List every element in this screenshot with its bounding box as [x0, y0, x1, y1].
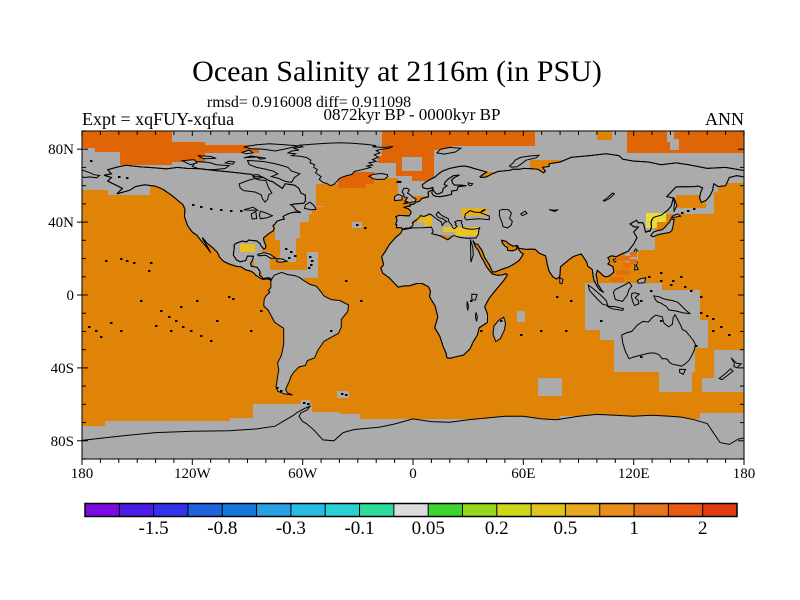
- svg-text:180: 180: [71, 466, 94, 482]
- svg-text:40N: 40N: [48, 215, 74, 231]
- svg-text:Expt = xqFUY-xqfua: Expt = xqFUY-xqfua: [82, 109, 234, 129]
- svg-text:40S: 40S: [51, 361, 74, 377]
- svg-text:120E: 120E: [618, 466, 650, 482]
- svg-text:0.5: 0.5: [554, 518, 578, 539]
- svg-text:80S: 80S: [51, 434, 74, 450]
- svg-text:0.2: 0.2: [485, 518, 509, 539]
- svg-text:Ocean Salinity at 2116m (in PS: Ocean Salinity at 2116m (in PSU): [192, 55, 602, 88]
- svg-text:rmsd= 0.916008 diff= 0.911098: rmsd= 0.916008 diff= 0.911098: [207, 94, 411, 111]
- svg-text:-0.1: -0.1: [344, 518, 374, 539]
- svg-text:0: 0: [67, 288, 75, 304]
- svg-text:180: 180: [733, 466, 756, 482]
- svg-text:0872kyr BP - 0000kyr BP: 0872kyr BP - 0000kyr BP: [324, 105, 501, 124]
- svg-text:60W: 60W: [288, 466, 318, 482]
- svg-text:ANN: ANN: [705, 109, 744, 129]
- svg-text:1: 1: [629, 518, 639, 539]
- svg-text:120W: 120W: [174, 466, 212, 482]
- svg-text:-1.5: -1.5: [139, 518, 169, 539]
- svg-text:-0.8: -0.8: [207, 518, 237, 539]
- svg-text:80N: 80N: [48, 142, 74, 158]
- svg-text:0.05: 0.05: [412, 518, 445, 539]
- svg-text:0: 0: [409, 466, 417, 482]
- svg-text:60E: 60E: [511, 466, 535, 482]
- svg-text:2: 2: [698, 518, 708, 539]
- svg-text:-0.3: -0.3: [276, 518, 306, 539]
